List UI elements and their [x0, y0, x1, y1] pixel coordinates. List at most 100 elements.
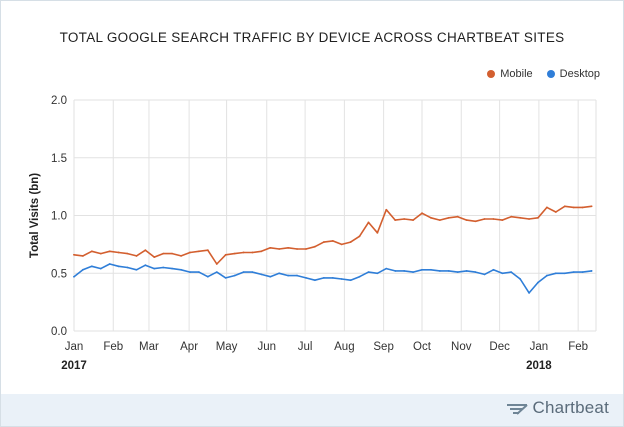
x-tick-label: Jan	[530, 341, 549, 353]
data-point-mobile	[465, 219, 468, 222]
x-tick-label: May	[216, 341, 238, 353]
data-point-desktop	[465, 270, 468, 272]
data-point-mobile	[99, 252, 102, 255]
data-point-mobile	[572, 206, 575, 209]
data-point-desktop	[537, 281, 539, 284]
x-tick-label: Feb	[103, 341, 123, 353]
data-point-mobile	[322, 241, 325, 243]
year-label: 2017	[61, 360, 87, 372]
x-tick-label: Feb	[568, 341, 588, 353]
data-point-mobile	[421, 212, 423, 215]
legend-label-mobile: Mobile	[500, 68, 533, 80]
data-point-mobile	[501, 219, 504, 222]
data-point-desktop	[144, 264, 147, 267]
data-point-mobile	[162, 252, 165, 255]
data-point-mobile	[251, 251, 254, 254]
y-tick-label: 1.0	[51, 211, 67, 223]
data-point-desktop	[73, 275, 75, 278]
data-point-mobile	[447, 216, 450, 219]
legend-item-desktop[interactable]: Desktop	[546, 68, 600, 80]
data-point-mobile	[528, 218, 530, 220]
data-point-desktop	[349, 279, 352, 282]
y-tick-label: 2.0	[51, 95, 67, 107]
data-point-desktop	[546, 274, 548, 277]
legend-label-desktop: Desktop	[559, 68, 600, 80]
data-point-desktop	[242, 271, 245, 273]
data-point-desktop	[322, 276, 325, 279]
data-point-desktop	[108, 263, 111, 265]
data-point-mobile	[483, 218, 486, 220]
footer-bar: Chartbeat	[1, 394, 623, 426]
chartbeat-logo-icon	[506, 404, 528, 415]
data-point-desktop	[215, 271, 218, 273]
series-line-mobile[interactable]	[73, 205, 593, 265]
data-point-desktop	[162, 266, 165, 269]
y-axis-title: Total Visits (bn)	[29, 173, 41, 258]
data-point-mobile	[296, 248, 298, 250]
data-point-mobile	[537, 216, 539, 219]
data-point-desktop	[367, 271, 370, 273]
data-point-mobile	[385, 208, 388, 211]
data-point-desktop	[572, 271, 575, 273]
data-point-desktop	[198, 271, 200, 273]
data-point-desktop	[438, 270, 441, 272]
brand-logo[interactable]: Chartbeat	[505, 398, 609, 418]
data-point-desktop	[287, 274, 290, 277]
x-tick-label: Nov	[451, 341, 472, 353]
data-point-mobile	[269, 246, 272, 249]
data-point-desktop	[233, 274, 236, 277]
data-point-desktop	[385, 267, 388, 270]
data-point-desktop	[278, 272, 281, 275]
y-tick-label: 1.5	[51, 153, 67, 165]
data-point-mobile	[331, 240, 334, 242]
data-point-desktop	[340, 278, 343, 280]
data-point-mobile	[340, 243, 343, 246]
data-point-desktop	[421, 268, 423, 271]
data-point-mobile	[554, 211, 557, 213]
y-tick-label: 0.5	[51, 268, 67, 280]
x-tick-label: Mar	[139, 341, 159, 353]
data-point-mobile	[456, 215, 459, 218]
data-point-mobile	[242, 251, 245, 254]
data-point-mobile	[206, 249, 209, 252]
data-point-mobile	[563, 205, 566, 208]
data-point-mobile	[581, 206, 584, 209]
data-point-desktop	[554, 272, 557, 275]
chart-title: TOTAL GOOGLE SEARCH TRAFFIC BY DEVICE AC…	[59, 30, 565, 45]
x-tick-label: Oct	[413, 341, 432, 353]
data-point-mobile	[305, 248, 307, 250]
year-label: 2018	[526, 360, 552, 372]
data-point-mobile	[144, 249, 147, 252]
data-point-mobile	[153, 256, 156, 258]
data-point-mobile	[108, 250, 111, 253]
data-point-desktop	[206, 275, 209, 278]
data-point-desktop	[171, 267, 174, 270]
legend-marker-mobile	[487, 70, 496, 78]
data-point-mobile	[314, 245, 316, 248]
data-point-desktop	[224, 276, 227, 279]
data-point-mobile	[510, 215, 513, 218]
data-point-mobile	[287, 246, 290, 249]
x-tick-label: Dec	[489, 341, 510, 353]
data-point-desktop	[331, 276, 334, 279]
data-point-mobile	[278, 248, 281, 250]
data-point-desktop	[314, 279, 316, 282]
data-point-mobile	[412, 219, 414, 222]
data-point-mobile	[260, 250, 263, 253]
x-tick-label: Aug	[334, 341, 354, 353]
data-point-mobile	[82, 255, 84, 257]
data-point-desktop	[519, 278, 522, 280]
data-point-desktop	[296, 274, 298, 277]
data-point-mobile	[171, 252, 174, 255]
data-point-desktop	[403, 270, 406, 272]
legend-item-mobile[interactable]: Mobile	[487, 68, 533, 80]
data-point-desktop	[82, 268, 84, 271]
data-point-mobile	[474, 220, 477, 223]
data-point-mobile	[117, 251, 120, 254]
data-point-desktop	[563, 272, 566, 275]
data-point-desktop	[376, 272, 379, 275]
data-point-mobile	[403, 218, 406, 220]
chart-legend: Mobile Desktop	[487, 68, 600, 80]
data-point-desktop	[501, 272, 504, 275]
